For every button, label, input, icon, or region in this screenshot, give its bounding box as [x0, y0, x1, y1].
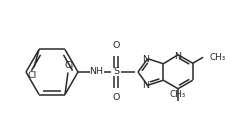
Text: NH: NH: [89, 68, 103, 76]
Text: S: S: [113, 68, 119, 76]
Text: Cl: Cl: [64, 61, 74, 70]
Text: N: N: [142, 55, 149, 64]
Text: N: N: [174, 52, 182, 61]
Text: CH₃: CH₃: [209, 53, 225, 62]
Text: O: O: [112, 93, 120, 102]
Text: Cl: Cl: [27, 71, 37, 80]
Text: O: O: [112, 42, 120, 51]
Text: CH₃: CH₃: [170, 90, 186, 99]
Text: N: N: [142, 81, 149, 90]
